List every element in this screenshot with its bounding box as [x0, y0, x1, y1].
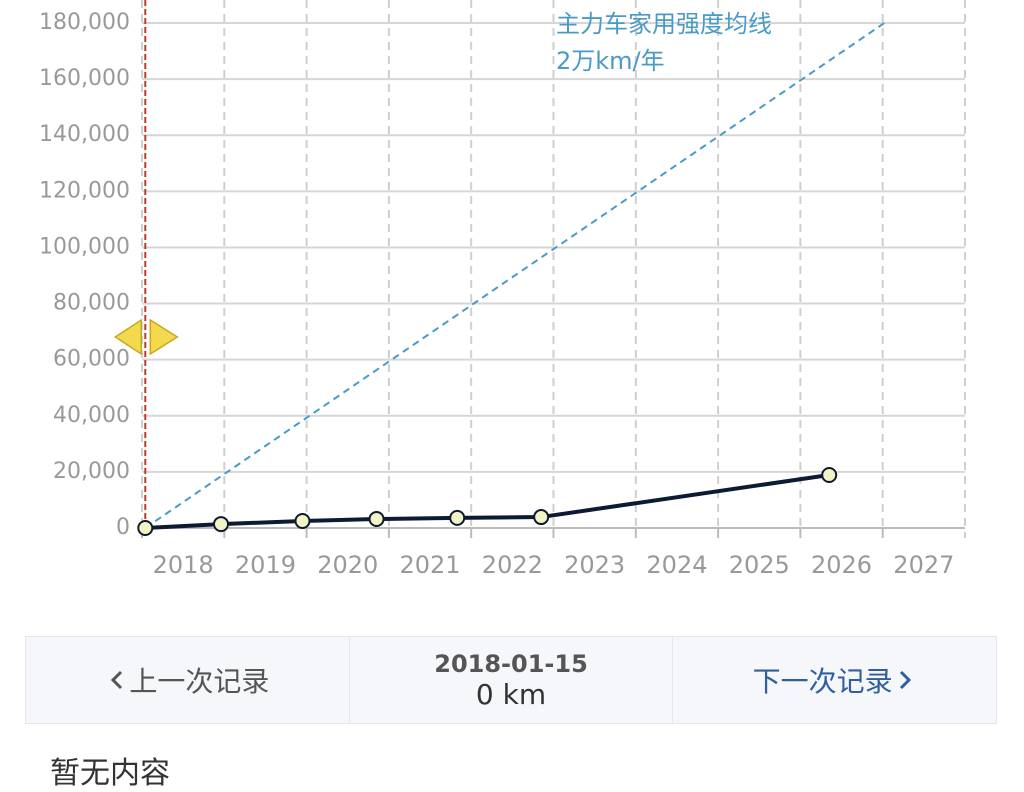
x-tick-label: 2022	[482, 551, 543, 579]
x-tick-label: 2020	[317, 551, 378, 579]
x-tick-label: 2025	[729, 551, 790, 579]
record-date: 2018-01-15	[434, 649, 588, 678]
chevron-right	[899, 670, 911, 690]
x-tick-label: 2019	[235, 551, 296, 579]
y-tick-label: 40,000	[53, 403, 130, 428]
next-button[interactable]: 下一次记录	[673, 637, 996, 723]
y-tick-label: 60,000	[53, 347, 130, 372]
point	[213, 516, 230, 533]
mileage-line	[145, 472, 830, 530]
y-tick-label: 20,000	[53, 459, 130, 484]
y-tick-label: 120,000	[39, 178, 130, 203]
chart: 0 20,000 40,000 60,000 80,000 100,000 120,000 1…	[39, 0, 966, 579]
y-tick-label: 0	[116, 515, 130, 540]
line-annotation: 2万km/年	[556, 47, 665, 75]
page: 0 20,000 40,000 60,000 80,000 100,000 120,000 1…	[25, 0, 997, 791]
next-label: 下一次记录	[752, 665, 893, 698]
x-tick-label: 2027	[893, 551, 954, 579]
y-tick-label: 100,000	[39, 234, 130, 259]
x-tick-label: 2023	[564, 551, 625, 579]
y-tick-label: 180,000	[39, 10, 130, 35]
line-label: 主力车家用强度均线	[556, 10, 772, 38]
record-nav: 上一次记录 2018-01-15 0 km 下一次记录	[25, 636, 997, 724]
point	[533, 509, 550, 526]
x-tick-label: 2024	[646, 551, 707, 579]
y-tick-label: 160,000	[39, 66, 130, 91]
average-line	[144, 22, 885, 529]
point	[368, 511, 385, 528]
point	[137, 520, 154, 536]
point	[449, 509, 466, 526]
drag-handle-right[interactable]	[149, 318, 179, 356]
y-tick-label: 80,000	[53, 291, 130, 316]
chevron-left	[111, 670, 123, 690]
prev-button[interactable]: 上一次记录	[26, 637, 349, 723]
empty-text: 暂无内容	[50, 756, 170, 791]
x-tick-label: 2021	[400, 551, 461, 579]
prev-label: 上一次记录	[129, 665, 270, 698]
current-record: 2018-01-15 0 km	[348, 637, 674, 723]
x-tick-label: 2026	[811, 551, 872, 579]
y-tick-label: 140,000	[39, 122, 130, 147]
record-odometer: 0 km	[475, 677, 547, 711]
point	[294, 512, 311, 529]
drag-handle-left[interactable]	[113, 318, 143, 356]
x-tick-label: 2018	[153, 551, 214, 579]
point	[821, 466, 838, 483]
